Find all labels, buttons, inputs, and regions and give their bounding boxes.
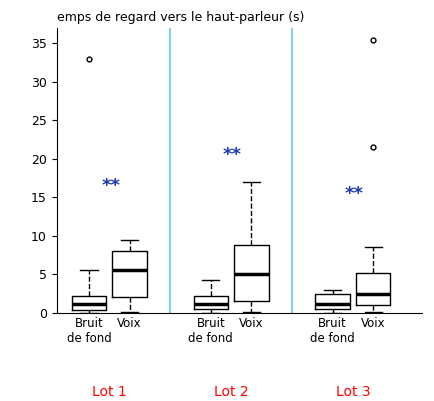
Text: **: ** xyxy=(101,177,120,195)
Text: **: ** xyxy=(344,184,363,203)
Text: Lot 1: Lot 1 xyxy=(92,385,126,399)
Text: Lot 3: Lot 3 xyxy=(335,385,369,399)
Text: **: ** xyxy=(223,146,241,164)
Text: Lot 2: Lot 2 xyxy=(214,385,248,399)
Text: emps de regard vers le haut-parleur (s): emps de regard vers le haut-parleur (s) xyxy=(56,11,303,24)
